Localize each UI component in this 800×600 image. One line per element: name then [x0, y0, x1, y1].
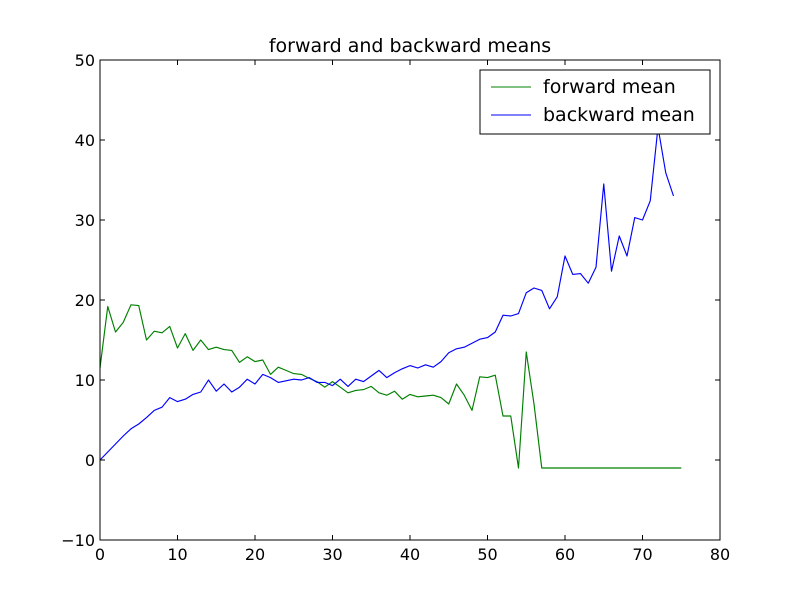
- y-tick-label: 40: [75, 131, 95, 150]
- legend: forward mean backward mean: [479, 69, 711, 135]
- plot-area: [100, 60, 720, 540]
- legend-forward-mean-label: forward mean: [543, 76, 676, 98]
- x-tick-label: 70: [632, 545, 652, 564]
- x-tick-label: 0: [95, 545, 105, 564]
- y-tick-label: 30: [75, 211, 95, 230]
- x-tick-label: 10: [167, 545, 187, 564]
- y-tick-label: −10: [61, 531, 95, 550]
- y-tick-label: 50: [75, 51, 95, 70]
- plot-frame: [99, 59, 721, 541]
- x-tick-label: 60: [555, 545, 575, 564]
- y-tick-label: 10: [75, 371, 95, 390]
- x-tick-label: 20: [245, 545, 265, 564]
- series-line-backward-mean: [99, 126, 675, 461]
- series-layer: [99, 126, 682, 469]
- chart-title: forward and backward means: [269, 35, 551, 57]
- x-tick-label: 40: [400, 545, 420, 564]
- series-line-forward-mean: [99, 304, 682, 469]
- y-tick-label: 0: [85, 451, 95, 470]
- legend-box: [479, 69, 711, 135]
- x-tick-label: 50: [477, 545, 497, 564]
- x-tick-label: 30: [322, 545, 342, 564]
- x-tick-label: 80: [710, 545, 730, 564]
- legend-backward-mean-label: backward mean: [543, 104, 695, 126]
- y-tick-label: 20: [75, 291, 95, 310]
